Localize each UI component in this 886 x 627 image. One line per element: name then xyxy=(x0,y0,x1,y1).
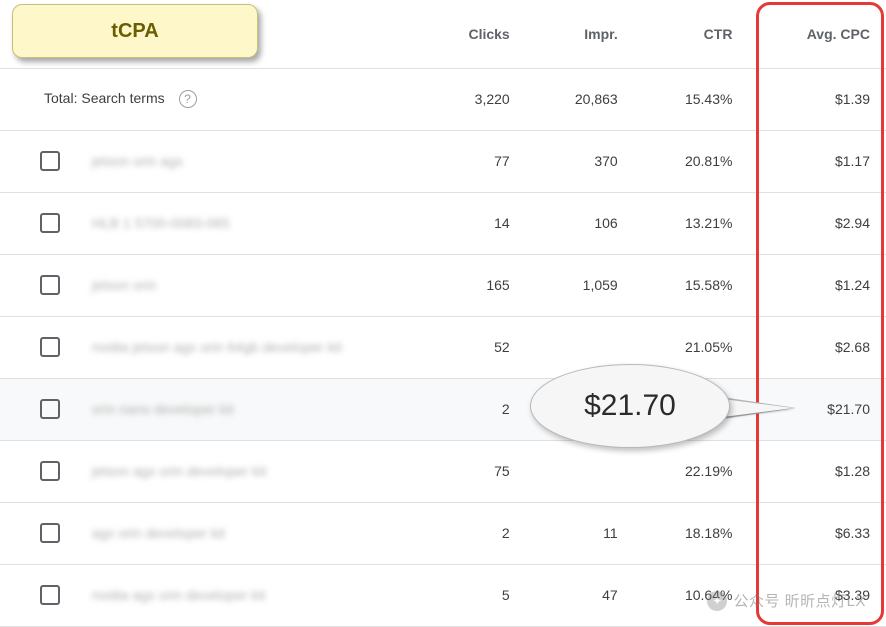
search-term: HLB 1 5700-0083-065 xyxy=(92,214,230,232)
row-checkbox[interactable] xyxy=(40,461,60,481)
cell-cpc: $1.24 xyxy=(748,254,886,316)
cell-ctr: 15.58% xyxy=(634,254,749,316)
cell-impr: 11 xyxy=(526,502,634,564)
row-checkbox[interactable] xyxy=(40,275,60,295)
table-row: agx orin developer kit 2 11 18.18% $6.33 xyxy=(0,502,886,564)
row-checkbox[interactable] xyxy=(40,213,60,233)
header-avg-cpc[interactable]: Avg. CPC xyxy=(748,0,886,68)
cell-clicks: 75 xyxy=(420,440,526,502)
cell-clicks: 77 xyxy=(420,130,526,192)
cell-clicks: 14 xyxy=(420,192,526,254)
callout-value: $21.70 xyxy=(584,389,676,423)
header-impr[interactable]: Impr. xyxy=(526,0,634,68)
row-checkbox[interactable] xyxy=(40,337,60,357)
cell-ctr: 13.21% xyxy=(634,192,749,254)
table-row: nvidia jetson agx orin 64gb developer ki… xyxy=(0,316,886,378)
cell-cpc: $2.68 xyxy=(748,316,886,378)
row-checkbox[interactable] xyxy=(40,151,60,171)
search-term: nvidia agx orin developer kit xyxy=(92,586,266,604)
table-row: jetson orin agx 77 370 20.81% $1.17 xyxy=(0,130,886,192)
row-checkbox[interactable] xyxy=(40,523,60,543)
cell-impr: 1,059 xyxy=(526,254,634,316)
cell-clicks: 5 xyxy=(420,564,526,626)
table-row: HLB 1 5700-0083-065 14 106 13.21% $2.94 xyxy=(0,192,886,254)
cell-impr: 370 xyxy=(526,130,634,192)
total-ctr: 15.43% xyxy=(634,68,749,130)
cell-clicks: 2 xyxy=(420,502,526,564)
cell-impr: 47 xyxy=(526,564,634,626)
cell-cpc: $1.17 xyxy=(748,130,886,192)
cell-clicks: 2 xyxy=(420,378,526,440)
search-term: jetson orin xyxy=(92,276,157,294)
table-row: jetson orin 165 1,059 15.58% $1.24 xyxy=(0,254,886,316)
cell-cpc: $6.33 xyxy=(748,502,886,564)
cell-clicks: 52 xyxy=(420,316,526,378)
search-term: jetson orin agx xyxy=(92,152,183,170)
header-ctr[interactable]: CTR xyxy=(634,0,749,68)
table-row: jetson agx orin developer kit 75 22.19% … xyxy=(0,440,886,502)
total-clicks: 3,220 xyxy=(420,68,526,130)
row-checkbox[interactable] xyxy=(40,585,60,605)
cell-clicks: 165 xyxy=(420,254,526,316)
header-clicks[interactable]: Clicks xyxy=(420,0,526,68)
cell-impr: 106 xyxy=(526,192,634,254)
watermark-text: 公众号 昕昕点灯LX xyxy=(733,590,866,611)
tcpa-badge: tCPA xyxy=(12,4,258,58)
watermark: ✦ 公众号 昕昕点灯LX xyxy=(707,590,866,611)
cell-cpc: $2.94 xyxy=(748,192,886,254)
cell-ctr: 22.19% xyxy=(634,440,749,502)
row-checkbox[interactable] xyxy=(40,399,60,419)
cell-impr xyxy=(526,440,634,502)
search-term: jetson agx orin developer kit xyxy=(92,462,266,480)
cell-cpc: $1.28 xyxy=(748,440,886,502)
callout-tail xyxy=(723,399,793,417)
total-cpc: $1.39 xyxy=(748,68,886,130)
total-impr: 20,863 xyxy=(526,68,634,130)
cell-ctr: 20.81% xyxy=(634,130,749,192)
callout-bubble: $21.70 xyxy=(530,364,730,448)
search-term: nvidia jetson agx orin 64gb developer ki… xyxy=(92,338,342,356)
search-term: agx orin developer kit xyxy=(92,524,225,542)
total-label: Total: Search terms xyxy=(44,90,165,106)
total-row: Total: Search terms ? 3,220 20,863 15.43… xyxy=(0,68,886,130)
search-term: orin nano developer kit xyxy=(92,400,234,418)
help-icon[interactable]: ? xyxy=(179,90,197,108)
wechat-icon: ✦ xyxy=(707,591,727,611)
search-terms-table: Clicks Impr. CTR Avg. CPC Total: Search … xyxy=(0,0,886,627)
cell-ctr: 18.18% xyxy=(634,502,749,564)
